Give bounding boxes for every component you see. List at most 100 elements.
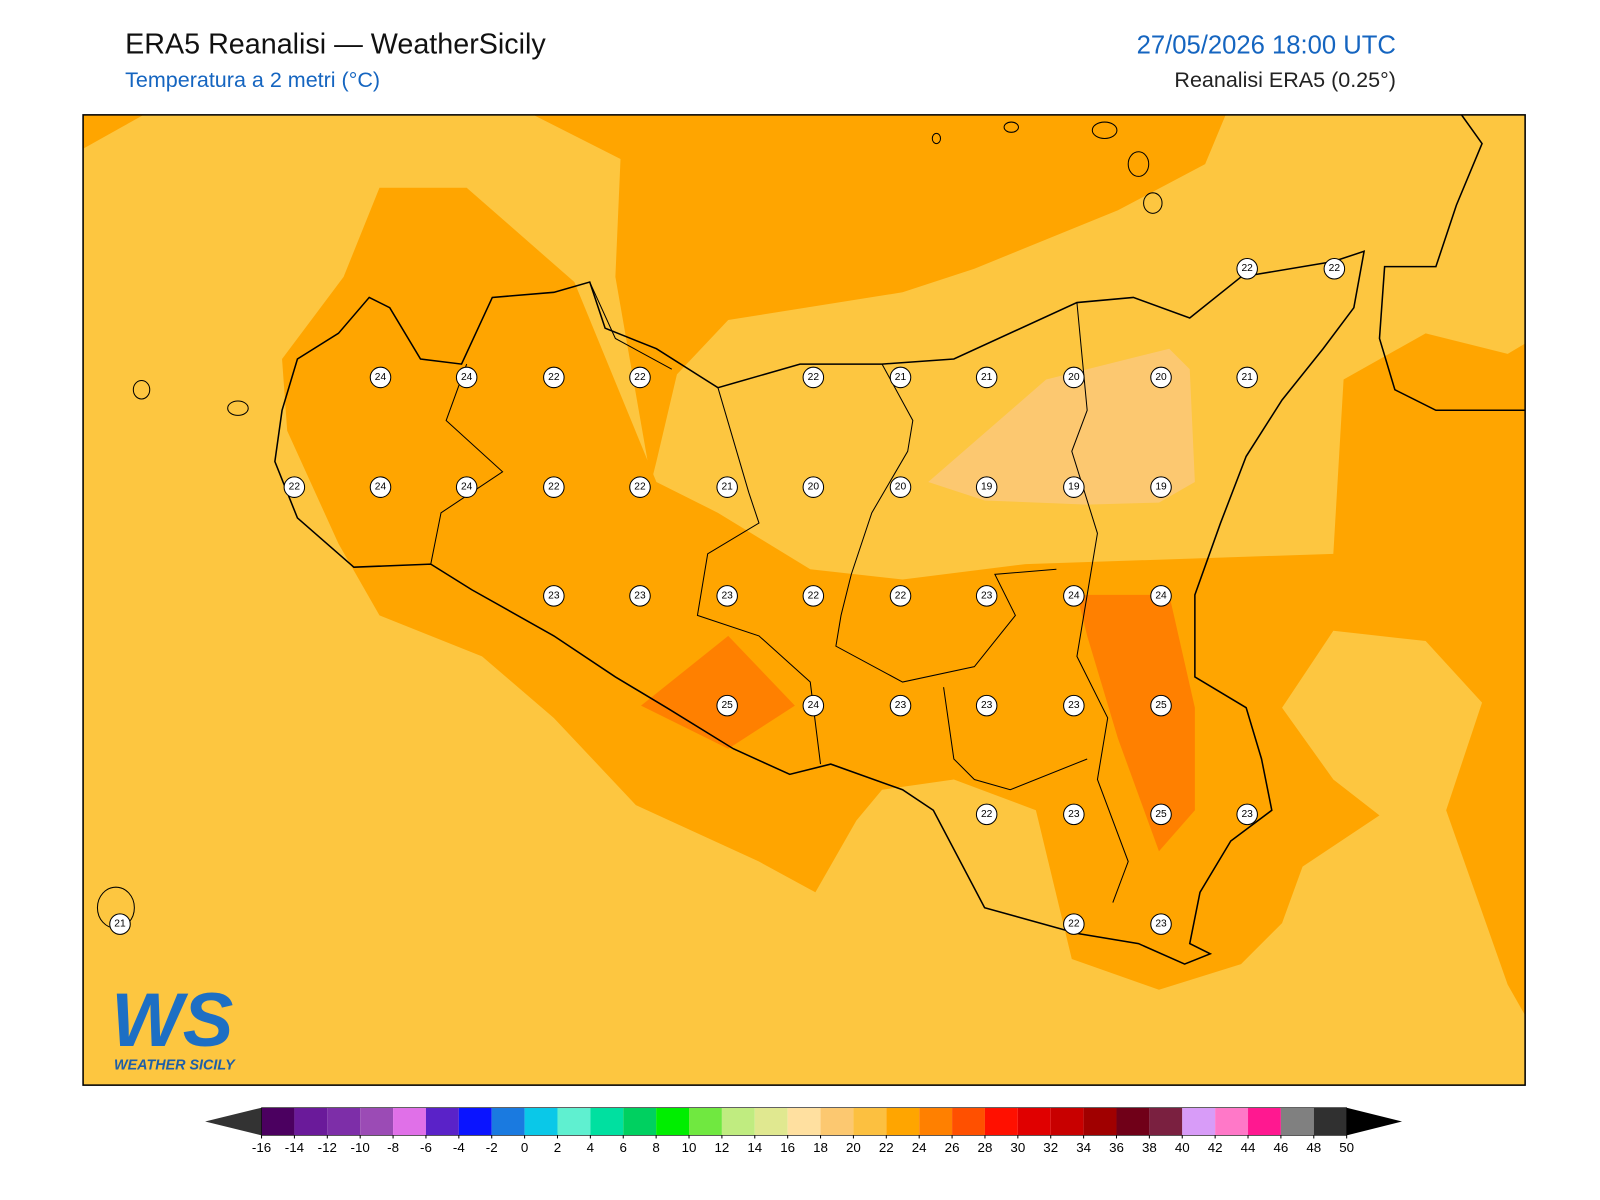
colorbar-segment — [623, 1107, 657, 1136]
colorbar-tick-label: 38 — [1142, 1140, 1157, 1155]
station-value: 22 — [548, 482, 560, 493]
station-value: 22 — [981, 809, 993, 820]
colorbar-tick-label: 26 — [945, 1140, 960, 1155]
coastline — [1378, 114, 1526, 412]
colorbar-under — [205, 1107, 262, 1136]
station-marker — [543, 585, 565, 607]
station-value: 22 — [1329, 263, 1341, 274]
station-value: 21 — [1241, 372, 1253, 383]
station-value: 24 — [808, 700, 820, 711]
colorbar-tick-label: 0 — [521, 1140, 528, 1155]
colorbar-tick-label: 6 — [620, 1140, 627, 1155]
colorbar-segment — [787, 1107, 821, 1136]
station-value: 22 — [895, 590, 907, 601]
station-value: 24 — [1155, 590, 1167, 601]
station-value: 20 — [1068, 372, 1080, 383]
colorbar-tick-label: 20 — [846, 1140, 861, 1155]
field-22-24 — [533, 114, 1226, 483]
colorbar-tick-label: 18 — [813, 1140, 828, 1155]
colorbar-tick-label: -10 — [351, 1140, 370, 1155]
station-marker — [1063, 803, 1085, 826]
station-value: 24 — [1068, 590, 1080, 601]
station-value: 23 — [634, 590, 646, 601]
colorbar-tick-label: 32 — [1043, 1140, 1058, 1155]
field-24-26 — [1076, 594, 1195, 852]
colorbar-tick-label: 8 — [652, 1140, 659, 1155]
colorbar-segment — [524, 1107, 558, 1136]
colorbar-segment — [820, 1107, 854, 1136]
colorbar-segment — [491, 1107, 525, 1136]
station-marker — [802, 585, 825, 607]
station-marker — [1063, 694, 1085, 717]
station-marker — [369, 366, 392, 389]
colorbar-segment — [1215, 1107, 1249, 1136]
colorbar-tick-label: -12 — [318, 1140, 337, 1155]
title: ERA5 Reanalisi — WeatherSicily — [125, 28, 546, 60]
station-marker — [1063, 476, 1085, 498]
colorbar-tick-label: -8 — [387, 1140, 399, 1155]
station-value: 20 — [1155, 372, 1167, 383]
station-marker — [802, 476, 825, 498]
field-22-24 — [83, 114, 144, 149]
station-value: 25 — [721, 700, 733, 711]
colorbar-segment — [294, 1107, 328, 1136]
colorbar-segment — [1280, 1107, 1314, 1136]
station-value: 20 — [808, 482, 820, 493]
station-marker — [1063, 585, 1085, 607]
station-marker — [975, 366, 998, 389]
colorbar-tick-label: 44 — [1241, 1140, 1256, 1155]
colorbar-tick-label: 46 — [1273, 1140, 1288, 1155]
colorbar-segment — [425, 1107, 459, 1136]
colorbar-tick-label: 10 — [682, 1140, 697, 1155]
colorbar-tick-label: 22 — [879, 1140, 894, 1155]
station-marker — [975, 476, 998, 498]
station-value: 23 — [548, 590, 560, 601]
station-value: 23 — [981, 590, 993, 601]
island — [1003, 121, 1019, 133]
station-value: 24 — [375, 482, 387, 493]
colorbar-tick-label: 36 — [1109, 1140, 1124, 1155]
station-value: 19 — [1155, 482, 1167, 493]
colorbar-segment — [393, 1107, 426, 1136]
colorbar-tick-label: 4 — [587, 1140, 595, 1155]
station-marker — [629, 585, 651, 607]
field-24-26 — [641, 635, 795, 749]
station-marker — [1150, 476, 1172, 498]
station-marker — [629, 366, 651, 389]
station-value: 24 — [375, 372, 387, 383]
station-marker — [1150, 585, 1172, 607]
source: Reanalisi ERA5 (0.25°) — [1174, 68, 1395, 92]
station-marker — [109, 913, 131, 935]
colorbar-segment — [360, 1107, 394, 1136]
island — [931, 132, 942, 145]
station-value: 22 — [634, 372, 646, 383]
station-value: 22 — [548, 372, 560, 383]
station-marker — [1063, 366, 1085, 389]
colorbar-tick-label: 42 — [1208, 1140, 1223, 1155]
colorbar-tick-label: 50 — [1339, 1140, 1354, 1155]
colorbar-tick-label: 14 — [747, 1140, 762, 1155]
colorbar-segment — [1182, 1107, 1216, 1136]
station-marker — [1323, 257, 1346, 280]
station-value: 23 — [1155, 919, 1167, 930]
subtitle: Temperatura a 2 metri (°C) — [125, 68, 380, 92]
station-marker — [283, 476, 306, 498]
colorbar-segment — [1017, 1107, 1051, 1136]
colorbar-tick-label: 12 — [714, 1140, 729, 1155]
colorbar-tick-label: 16 — [780, 1140, 795, 1155]
station-marker — [629, 476, 651, 498]
station-marker — [455, 366, 478, 389]
colorbar-segment — [853, 1107, 887, 1136]
colorbar-segment — [590, 1107, 624, 1136]
station-value: 20 — [895, 482, 907, 493]
island — [1091, 121, 1118, 139]
station-value: 23 — [1068, 809, 1080, 820]
colorbar-segment — [886, 1107, 920, 1136]
stations: 22 22 24 24 22 22 22 21 21 20 20 21 22 24 24 22 22 21 20 20… — [109, 257, 1346, 935]
logo-initials: WS — [111, 978, 233, 1063]
station-value: 22 — [634, 482, 646, 493]
station-marker — [889, 366, 912, 389]
map-frame — [82, 114, 1526, 1086]
colorbar-tick-label: 2 — [554, 1140, 561, 1155]
